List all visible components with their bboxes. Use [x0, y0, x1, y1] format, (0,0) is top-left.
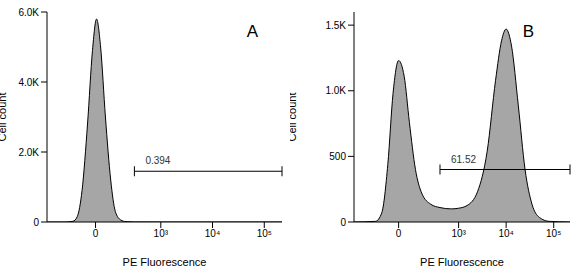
svg-text:2.0K: 2.0K — [18, 147, 39, 158]
svg-text:61.52: 61.52 — [451, 154, 476, 165]
svg-text:6.0K: 6.0K — [18, 7, 39, 18]
svg-text:1.0K: 1.0K — [325, 85, 346, 96]
svg-text:0: 0 — [396, 228, 402, 239]
svg-text:500: 500 — [329, 151, 346, 162]
html-text:B: B — [522, 22, 534, 41]
svg-text:0: 0 — [33, 217, 39, 228]
svg-text:10³: 10³ — [451, 228, 466, 239]
svg-text:PE Fluorescence: PE Fluorescence — [420, 256, 504, 268]
html-text:A: A — [246, 22, 258, 41]
svg-text:1.5K: 1.5K — [325, 20, 346, 31]
svg-text:4.0K: 4.0K — [18, 77, 39, 88]
svg-text:Cell count: Cell count — [290, 93, 298, 142]
svg-text:10⁵: 10⁵ — [257, 228, 272, 239]
svg-text:0: 0 — [340, 217, 346, 228]
svg-text:PE Fluorescence: PE Fluorescence — [123, 256, 207, 268]
svg-text:0.394: 0.394 — [145, 155, 170, 166]
svg-text:0: 0 — [93, 228, 99, 239]
svg-text:10³: 10³ — [154, 228, 169, 239]
svg-text:10⁵: 10⁵ — [546, 228, 561, 239]
svg-text:10⁴: 10⁴ — [498, 228, 513, 239]
svg-text:10⁴: 10⁴ — [205, 228, 220, 239]
